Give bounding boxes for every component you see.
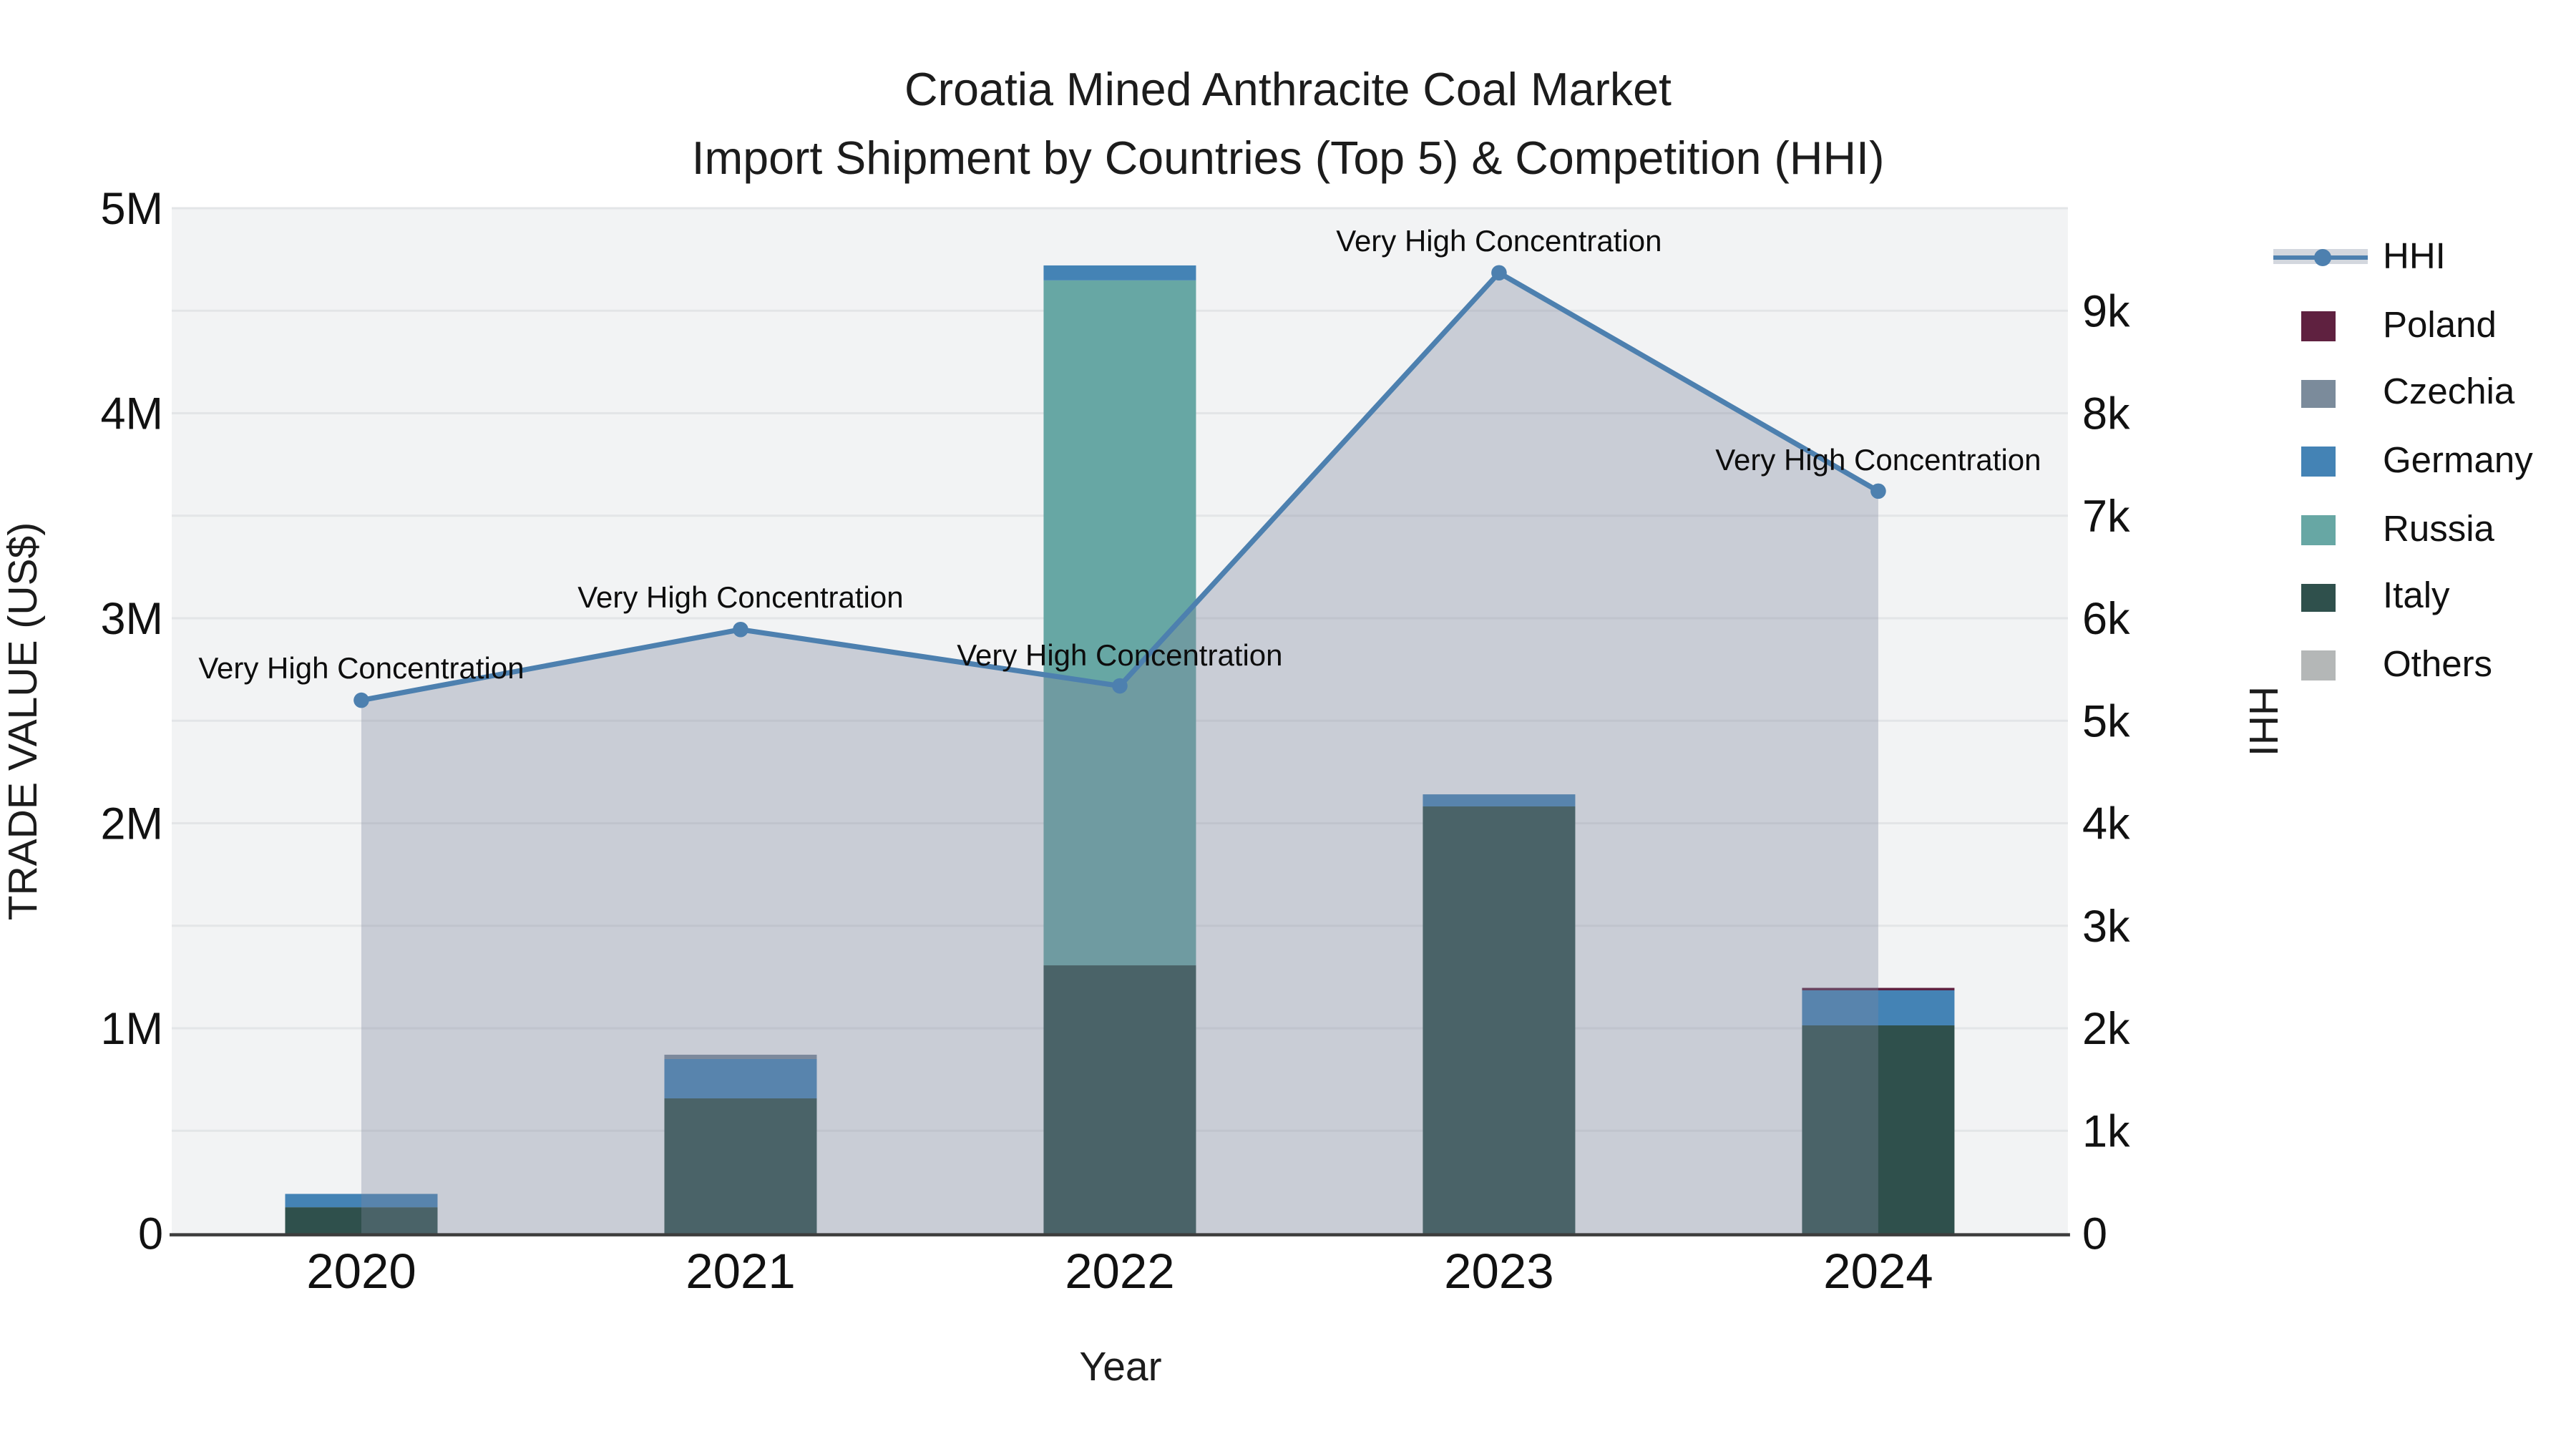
legend-item-hhi[interactable]: HHI: [2273, 223, 2574, 291]
bar-2020-germany[interactable]: [285, 1194, 438, 1208]
legend-swatch-icon: [2273, 646, 2368, 685]
annotation-2020: Very High Concentration: [198, 650, 525, 686]
left-tick-4M: 4M: [100, 389, 163, 439]
legend-label: Italy: [2383, 575, 2450, 617]
bar-2023-italy[interactable]: [1423, 806, 1576, 1234]
chart-title-block: Croatia Mined Anthracite Coal Market Imp…: [0, 56, 2576, 193]
bar-2020-italy[interactable]: [285, 1207, 438, 1234]
hhi-marker-sample: [2313, 248, 2331, 266]
right-tick-0: 0: [2082, 1209, 2107, 1259]
right-tick-5k: 5k: [2082, 696, 2130, 746]
bar-2022-russia[interactable]: [1043, 280, 1196, 966]
left-tick-1M: 1M: [100, 1004, 163, 1054]
legend-item-russia[interactable]: Russia: [2273, 495, 2574, 563]
right-tick-9k: 9k: [2082, 286, 2130, 336]
legend-label: Germany: [2383, 439, 2533, 481]
legend-swatch-icon: [2273, 374, 2368, 413]
annotation-2021: Very High Concentration: [577, 580, 904, 615]
x-tick-2020: 2020: [306, 1244, 416, 1299]
left-axis-title: TRADE VALUE (US$): [2, 522, 47, 921]
legend-color-square: [2301, 515, 2336, 545]
bar-2024-germany[interactable]: [1802, 990, 1955, 1025]
legend-item-others[interactable]: Others: [2273, 631, 2574, 699]
bar-2022-italy[interactable]: [1043, 965, 1196, 1234]
legend-label: Russia: [2383, 507, 2494, 549]
legend-color-square: [2301, 379, 2336, 409]
legend-swatch-icon: [2273, 306, 2368, 345]
x-axis-title: Year: [1079, 1346, 1162, 1391]
hhi-area-fill: [361, 273, 1878, 1234]
legend-item-czechia[interactable]: Czechia: [2273, 359, 2574, 427]
right-tick-1k: 1k: [2082, 1106, 2130, 1156]
bar-2023-germany[interactable]: [1423, 794, 1576, 807]
legend-item-germany[interactable]: Germany: [2273, 427, 2574, 495]
hhi-marker-2021[interactable]: [733, 621, 748, 638]
hhi-marker-2022[interactable]: [1112, 678, 1128, 694]
hhi-marker-2020[interactable]: [353, 692, 369, 708]
right-tick-7k: 7k: [2082, 492, 2130, 542]
right-tick-6k: 6k: [2082, 594, 2130, 644]
chart-subtitle: Import Shipment by Countries (Top 5) & C…: [691, 133, 1885, 185]
left-tick-2M: 2M: [100, 799, 163, 849]
annotation-2022: Very High Concentration: [957, 636, 1283, 671]
x-tick-2024: 2024: [1823, 1244, 1933, 1299]
right-tick-3k: 3k: [2082, 902, 2130, 952]
bar-2021-germany[interactable]: [664, 1058, 817, 1098]
hhi-marker-2024[interactable]: [1870, 483, 1886, 499]
annotation-2024: Very High Concentration: [1715, 441, 2041, 477]
legend-label: HHI: [2383, 235, 2446, 277]
x-tick-2023: 2023: [1444, 1244, 1554, 1299]
legend-color-square: [2301, 447, 2336, 477]
legend-item-italy[interactable]: Italy: [2273, 563, 2574, 631]
left-tick-0: 0: [138, 1209, 163, 1259]
legend-color-square: [2301, 311, 2336, 341]
legend-swatch-icon: [2273, 578, 2368, 617]
hhi-line-swatch-icon: [2273, 238, 2368, 277]
bar-2021-czechia[interactable]: [664, 1054, 817, 1059]
hhi-marker-2023[interactable]: [1491, 265, 1507, 281]
legend: HHI Poland Czechia Germany Russia Italy Others: [2273, 223, 2574, 699]
legend-swatch-icon: [2273, 510, 2368, 549]
left-tick-3M: 3M: [100, 594, 163, 644]
bar-2021-italy[interactable]: [664, 1098, 817, 1234]
right-tick-2k: 2k: [2082, 1004, 2130, 1054]
bar-2024-italy[interactable]: [1802, 1025, 1955, 1234]
legend-item-poland[interactable]: Poland: [2273, 291, 2574, 359]
chart-title: Croatia Mined Anthracite Coal Market: [904, 64, 1672, 116]
left-tick-5M: 5M: [100, 184, 163, 234]
bar-2022-germany[interactable]: [1043, 265, 1196, 280]
legend-label: Czechia: [2383, 371, 2515, 413]
legend-color-square: [2301, 583, 2336, 613]
right-tick-8k: 8k: [2082, 389, 2130, 439]
x-tick-2021: 2021: [686, 1244, 795, 1299]
x-tick-2022: 2022: [1065, 1244, 1175, 1299]
right-tick-4k: 4k: [2082, 799, 2130, 849]
legend-color-square: [2301, 651, 2336, 680]
bar-2024-poland[interactable]: [1802, 987, 1955, 990]
annotation-2023: Very High Concentration: [1336, 223, 1662, 258]
legend-label: Others: [2383, 643, 2493, 685]
legend-swatch-icon: [2273, 442, 2368, 481]
legend-label: Poland: [2383, 303, 2497, 345]
